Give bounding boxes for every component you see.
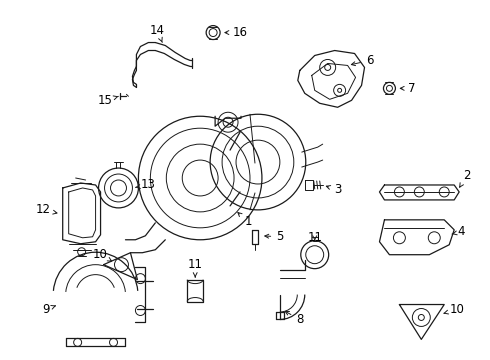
Text: 16: 16 (225, 26, 247, 39)
Text: 4: 4 (452, 225, 465, 238)
Text: 11: 11 (307, 231, 322, 244)
Text: 11: 11 (188, 258, 203, 277)
Text: 9: 9 (42, 303, 55, 316)
Text: 15: 15 (98, 94, 119, 107)
Text: 12: 12 (35, 203, 57, 216)
Text: 10: 10 (93, 248, 112, 261)
Text: 10: 10 (444, 303, 465, 316)
Text: 3: 3 (326, 184, 342, 197)
Text: 1: 1 (238, 212, 252, 228)
Text: 13: 13 (135, 179, 156, 192)
Text: 7: 7 (400, 82, 415, 95)
Text: 8: 8 (285, 311, 303, 326)
Text: 6: 6 (351, 54, 373, 67)
Text: 14: 14 (150, 24, 165, 42)
Text: 2: 2 (460, 168, 471, 187)
Text: 5: 5 (265, 230, 284, 243)
